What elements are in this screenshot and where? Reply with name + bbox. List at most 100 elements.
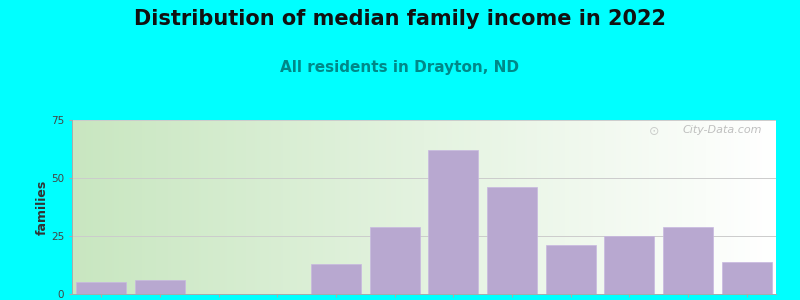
Bar [445, 120, 447, 294]
Bar [504, 120, 506, 294]
Bar [666, 120, 668, 294]
Bar [537, 120, 539, 294]
Bar [466, 120, 469, 294]
Bar [454, 120, 457, 294]
Bar [231, 120, 234, 294]
Bar [424, 120, 426, 294]
Bar [401, 120, 403, 294]
Bar [260, 120, 262, 294]
Bar [607, 120, 610, 294]
Bar [396, 120, 398, 294]
Bar [694, 120, 696, 294]
Bar [288, 120, 290, 294]
Bar [527, 120, 530, 294]
Bar [534, 120, 537, 294]
Bar [429, 120, 431, 294]
Bar [271, 120, 274, 294]
Bar [718, 120, 720, 294]
Bar [598, 120, 600, 294]
Bar [438, 120, 441, 294]
Bar [394, 120, 396, 294]
Bar [201, 120, 203, 294]
Bar [370, 120, 372, 294]
Bar [746, 120, 748, 294]
Bar [102, 120, 105, 294]
Bar [726, 120, 729, 294]
Bar [128, 120, 130, 294]
Bar [196, 120, 198, 294]
Bar [145, 120, 147, 294]
Bar [586, 120, 588, 294]
Bar [650, 120, 652, 294]
Bar [124, 120, 126, 294]
Bar [192, 120, 194, 294]
Bar [658, 120, 661, 294]
Bar [225, 120, 227, 294]
Bar [293, 120, 295, 294]
Bar [306, 120, 309, 294]
Bar [74, 120, 77, 294]
Bar [562, 120, 565, 294]
Bar [185, 120, 187, 294]
Bar [441, 120, 442, 294]
Bar [612, 120, 614, 294]
Bar [154, 120, 157, 294]
Bar [682, 120, 685, 294]
Bar [555, 120, 558, 294]
Bar [630, 120, 633, 294]
Bar [482, 120, 485, 294]
Bar [729, 120, 731, 294]
Bar [506, 120, 509, 294]
Bar [436, 120, 438, 294]
Bar [77, 120, 79, 294]
Bar [255, 120, 258, 294]
Bar [487, 187, 537, 294]
Bar [642, 120, 645, 294]
Bar [316, 120, 318, 294]
Bar [170, 120, 173, 294]
Bar [741, 120, 743, 294]
Bar [265, 120, 266, 294]
Bar [300, 120, 302, 294]
Bar [72, 120, 74, 294]
Bar [349, 120, 351, 294]
Bar [539, 120, 542, 294]
Bar [100, 120, 102, 294]
Bar [638, 120, 640, 294]
Bar [335, 120, 337, 294]
Bar [90, 120, 93, 294]
Bar [386, 120, 389, 294]
Bar [663, 120, 666, 294]
Bar [685, 120, 687, 294]
Bar [130, 120, 133, 294]
Bar [565, 120, 567, 294]
Bar [79, 120, 82, 294]
Bar [706, 120, 708, 294]
Bar [157, 120, 159, 294]
Bar [771, 120, 774, 294]
Bar [497, 120, 499, 294]
Bar [673, 120, 675, 294]
Bar [731, 120, 734, 294]
Bar [318, 120, 321, 294]
Bar [138, 120, 140, 294]
Bar [269, 120, 271, 294]
Bar [206, 120, 208, 294]
Bar [283, 120, 286, 294]
Bar [434, 120, 436, 294]
Bar [623, 120, 626, 294]
Bar [462, 120, 464, 294]
Bar [701, 120, 703, 294]
Bar [715, 120, 718, 294]
Bar [410, 120, 412, 294]
Bar [764, 120, 766, 294]
Bar [159, 120, 161, 294]
Bar [542, 120, 544, 294]
Bar [253, 120, 255, 294]
Bar [363, 120, 366, 294]
Bar [173, 120, 175, 294]
Bar [161, 120, 163, 294]
Bar [774, 120, 776, 294]
Bar [743, 120, 746, 294]
Bar [286, 120, 288, 294]
